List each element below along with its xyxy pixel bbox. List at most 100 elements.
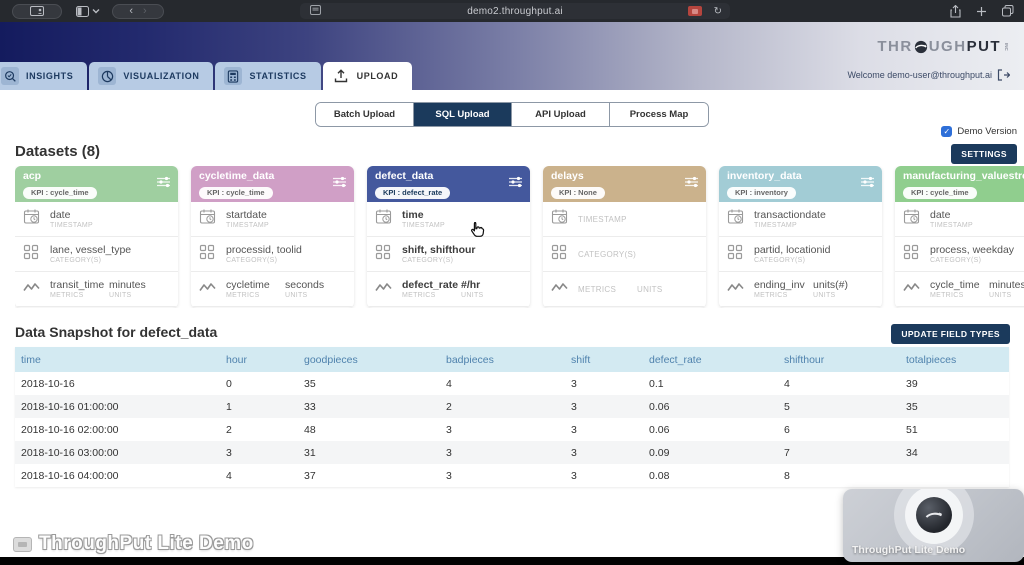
- table-cell: 37: [304, 469, 316, 482]
- table-cell: 2: [446, 400, 452, 413]
- card-field-row: lane, vessel_type CATEGORY(S): [15, 237, 178, 272]
- card-header: delays KPI : None: [543, 166, 706, 202]
- table-cell: 0.06: [649, 400, 670, 413]
- browser-chrome: ‹ › demo2.throughput.ai ↻: [0, 0, 1024, 22]
- table-cell: 5: [784, 400, 790, 413]
- forward-button[interactable]: ›: [143, 4, 147, 17]
- dataset-card-delays[interactable]: delays KPI : None TIMESTAMP CATEGORY(S) METR…: [543, 166, 706, 308]
- sliders-icon[interactable]: [156, 175, 171, 194]
- kpi-badge: KPI : cycle_time: [903, 186, 977, 199]
- grid-icon: [23, 244, 40, 265]
- back-button[interactable]: ‹: [129, 4, 133, 17]
- table-cell: 0: [226, 377, 232, 390]
- calendar-icon: [903, 208, 920, 230]
- sliders-icon[interactable]: [684, 175, 699, 194]
- field-type: TIMESTAMP: [578, 215, 627, 224]
- pip-caption: ThroughPut Lite Demo: [852, 544, 966, 556]
- table-cell: 3: [446, 469, 452, 482]
- column-header-totalpieces: totalpieces: [906, 353, 957, 366]
- table-cell: 31: [304, 446, 316, 459]
- table-row: 2018-10-16 04:00:00 4 37 3 3 0.08 8: [15, 464, 1009, 487]
- logout-icon[interactable]: [997, 69, 1010, 81]
- tab-upload[interactable]: UPLOAD: [322, 62, 413, 90]
- metrics-icon: [551, 280, 568, 298]
- dataset-card-manufacturing_valuestream[interactable]: manufacturing_valuestream KPI : cycle_tim…: [895, 166, 1024, 308]
- field-value: cycle_time: [930, 279, 980, 291]
- field-type: CATEGORY(S): [930, 257, 982, 264]
- card-field-row: process, weekday CATEGORY(S): [895, 237, 1024, 272]
- page-settings-icon[interactable]: [310, 2, 321, 20]
- visualization-icon: [98, 67, 117, 85]
- tab-statistics[interactable]: STATISTICS: [215, 62, 321, 90]
- address-bar[interactable]: demo2.throughput.ai ↻: [300, 3, 730, 19]
- tab-visualization[interactable]: VISUALIZATION: [89, 62, 214, 90]
- card-title: inventory_data: [727, 170, 802, 182]
- browser-profile-button[interactable]: [12, 3, 62, 19]
- field-value: ending_inv: [754, 279, 805, 291]
- calendar-icon: [727, 208, 744, 230]
- sliders-icon[interactable]: [508, 175, 523, 194]
- tab-label: UPLOAD: [356, 71, 399, 81]
- card-field-row: date TIMESTAMP: [15, 202, 178, 237]
- field-value: defect_rate: [402, 279, 459, 291]
- field-type: TIMESTAMP: [50, 222, 94, 229]
- card-field-row: date TIMESTAMP: [895, 202, 1024, 237]
- metrics-icon: [199, 280, 216, 298]
- dataset-card-defect_data[interactable]: defect_data KPI : defect_rate time TIMESTAM…: [367, 166, 530, 308]
- video-icon: [13, 536, 32, 552]
- dataset-card-inventory_data[interactable]: inventory_data KPI : inventory transaction…: [719, 166, 882, 308]
- grid-icon: [375, 244, 392, 265]
- table-cell: 3: [446, 423, 452, 436]
- sliders-icon[interactable]: [860, 175, 875, 194]
- field-value: date: [50, 209, 71, 221]
- card-title: defect_data: [375, 170, 434, 182]
- extension-icon[interactable]: [688, 6, 702, 16]
- card-field-row: cycletime METRICS seconds UNITS: [191, 272, 354, 307]
- demo-version-toggle[interactable]: ✓ Demo Version: [941, 126, 1017, 137]
- field-value: startdate: [226, 209, 267, 221]
- grid-icon: [727, 244, 744, 265]
- card-title: manufacturing_valuestream: [903, 170, 1024, 182]
- field-value: shift, shifthour: [402, 244, 476, 256]
- field-type: METRICS: [402, 292, 436, 299]
- field-type: METRICS: [50, 292, 84, 299]
- card-field-row: shift, shifthour CATEGORY(S): [367, 237, 530, 272]
- table-row: 2018-10-16 02:00:00 2 48 3 3 0.06 6 51: [15, 418, 1009, 441]
- calendar-icon: [551, 208, 568, 230]
- kpi-badge: KPI : defect_rate: [375, 186, 451, 199]
- unit-type: UNITS: [813, 292, 836, 299]
- card-header: manufacturing_valuestream KPI : cycle_tim…: [895, 166, 1024, 202]
- datasets-heading: Datasets (8): [15, 143, 101, 160]
- checkbox-checked-icon[interactable]: ✓: [941, 126, 953, 137]
- field-type: CATEGORY(S): [50, 257, 102, 264]
- settings-button[interactable]: SETTINGS: [951, 144, 1017, 164]
- table-cell: 33: [304, 400, 316, 413]
- unit-type: UNITS: [109, 292, 132, 299]
- subtab-api-upload[interactable]: API Upload: [512, 103, 610, 126]
- sidebar-toggle-button[interactable]: [76, 5, 100, 17]
- sliders-icon[interactable]: [332, 175, 347, 194]
- subtab-sql-upload[interactable]: SQL Upload: [414, 103, 512, 126]
- tab-insights[interactable]: INSIGHTS: [0, 62, 88, 90]
- card-field-row: ending_inv METRICS units(#) UNITS: [719, 272, 882, 307]
- unit-value: minutes: [989, 279, 1024, 291]
- update-field-types-button[interactable]: UPDATE FIELD TYPES: [891, 324, 1010, 344]
- pip-video-overlay[interactable]: ThroughPut Lite Demo: [843, 489, 1024, 562]
- share-button[interactable]: [950, 4, 961, 18]
- kpi-badge: KPI : inventory: [727, 186, 796, 199]
- new-tab-button[interactable]: [976, 6, 987, 17]
- reload-button[interactable]: ↻: [713, 5, 722, 17]
- subtab-process-map[interactable]: Process Map: [610, 103, 708, 126]
- tab-overview-button[interactable]: [1002, 5, 1014, 17]
- welcome-text: Welcome demo-user@throughput.ai: [847, 70, 992, 80]
- demo-version-label: Demo Version: [957, 126, 1017, 137]
- dataset-card-acp[interactable]: acp KPI : cycle_time date TIMESTAMP lane, ve…: [15, 166, 178, 308]
- dataset-card-cycletime_data[interactable]: cycletime_data KPI : cycle_time startdate T…: [191, 166, 354, 308]
- field-type: TIMESTAMP: [402, 222, 446, 229]
- url-text: demo2.throughput.ai: [467, 5, 563, 17]
- card-field-row: CATEGORY(S): [543, 237, 706, 272]
- field-type: CATEGORY(S): [226, 257, 278, 264]
- subtab-batch-upload[interactable]: Batch Upload: [316, 103, 414, 126]
- column-header-defect_rate: defect_rate: [649, 353, 702, 366]
- field-value: cycletime: [226, 279, 270, 291]
